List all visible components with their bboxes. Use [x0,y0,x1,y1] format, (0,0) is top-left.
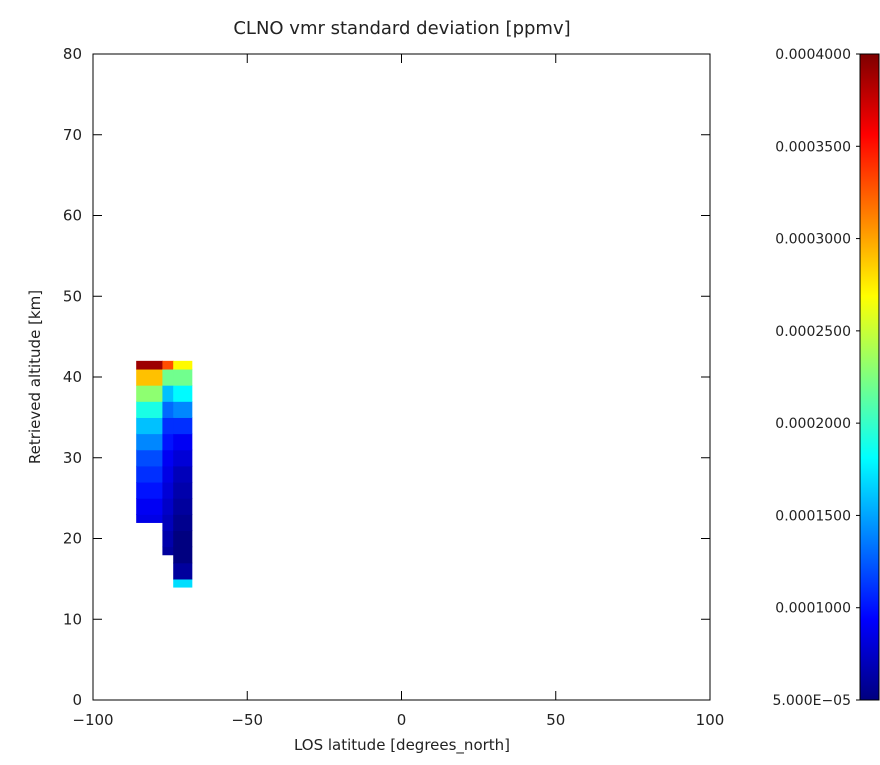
y-tick-label-7: 70 [63,126,82,144]
heatmap-cell-1-3 [162,498,174,515]
y-tick-label-1: 10 [63,610,82,628]
y-tick-label-5: 50 [63,287,82,305]
colorbar-tick-label-5: 0.0003000 [775,232,851,248]
chart-title: CLNO vmr standard deviation [ppmv] [233,18,570,39]
y-axis: 0 10 20 30 40 50 60 70 80 [63,45,710,709]
x-tick-label-2: 0 [397,711,407,729]
heatmap-cell-0-5 [136,433,164,451]
heatmap-cell-2-0 [173,578,193,588]
colorbar-tick-label-1: 0.0001000 [775,601,851,617]
x-axis-label: LOS latitude [degrees_north] [294,736,510,755]
heatmap-cell-2-5 [173,498,193,515]
colorbar-tick-label-3: 0.0002000 [775,416,851,432]
heatmap-cells [136,360,193,588]
colorbar [859,53,880,701]
colorbar-tick-label-2: 0.0001500 [775,508,851,524]
heatmap-cell-2-11 [173,401,193,418]
heatmap-cell-1-9 [162,401,174,418]
heatmap-cell-0-7 [136,401,164,418]
heatmap-cell-1-8 [162,417,174,435]
heatmap-cell-2-14 [173,360,193,370]
heatmap-cell-1-2 [162,514,174,532]
heatmap-cell-0-1 [136,498,164,515]
x-tick-label-3: 50 [546,711,565,729]
heatmap-cell-2-3 [173,530,193,548]
heatmap-cell-0-8 [136,385,164,402]
heatmap-cell-1-0 [162,546,174,556]
heatmap-cell-2-7 [173,465,193,483]
y-tick-label-4: 40 [63,368,82,386]
heatmap-cell-2-8 [173,449,193,467]
x-tick-label-1: −50 [231,711,263,729]
heatmap-cell-2-10 [173,417,193,435]
heatmap-cell-0-4 [136,449,164,467]
y-tick-label-8: 80 [63,45,82,63]
y-tick-label-3: 30 [63,449,82,467]
heatmap-cell-0-6 [136,417,164,435]
heatmap-cell-0-9 [136,368,164,386]
heatmap-cell-1-12 [162,360,174,370]
colorbar-tick-label-7: 0.0004000 [775,47,851,63]
heatmap-cell-1-10 [162,385,174,402]
heatmap-cell-2-1 [173,562,193,580]
y-axis-label: Retrieved altitude [km] [26,290,44,464]
heatmap-cell-1-1 [162,530,174,548]
heatmap-cell-1-11 [162,368,174,386]
x-tick-label-0: −100 [72,711,113,729]
heatmap-cell-1-5 [162,465,174,483]
heatmap-cell-2-12 [173,385,193,402]
heatmap-cell-0-2 [136,481,164,499]
heatmap-cell-2-6 [173,481,193,499]
heatmap-cell-2-2 [173,546,193,564]
heatmap-cell-1-7 [162,433,174,451]
colorbar-tick-label-6: 0.0003500 [775,139,851,155]
colorbar-tick-label-0: 5.000E−05 [773,693,851,709]
heatmap-cell-0-0 [136,514,164,523]
heatmap-cell-0-3 [136,465,164,483]
heatmap-cell-2-9 [173,433,193,451]
y-tick-label-2: 20 [63,530,82,548]
heatmap-cell-0-10 [136,360,164,370]
x-axis: −100 −50 0 50 100 [72,54,724,729]
colorbar-tick-label-4: 0.0002500 [775,324,851,340]
heatmap-cell-1-6 [162,449,174,467]
colorbar-ticks: 5.000E−05 0.0001000 0.0001500 0.0002000 0.00… [773,47,860,709]
y-tick-label-0: 0 [72,691,82,709]
heatmap-cell-1-4 [162,481,174,499]
y-tick-label-6: 60 [63,207,82,225]
heatmap-cell-2-4 [173,514,193,532]
x-tick-label-4: 100 [696,711,725,729]
heatmap-cell-2-13 [173,368,193,386]
